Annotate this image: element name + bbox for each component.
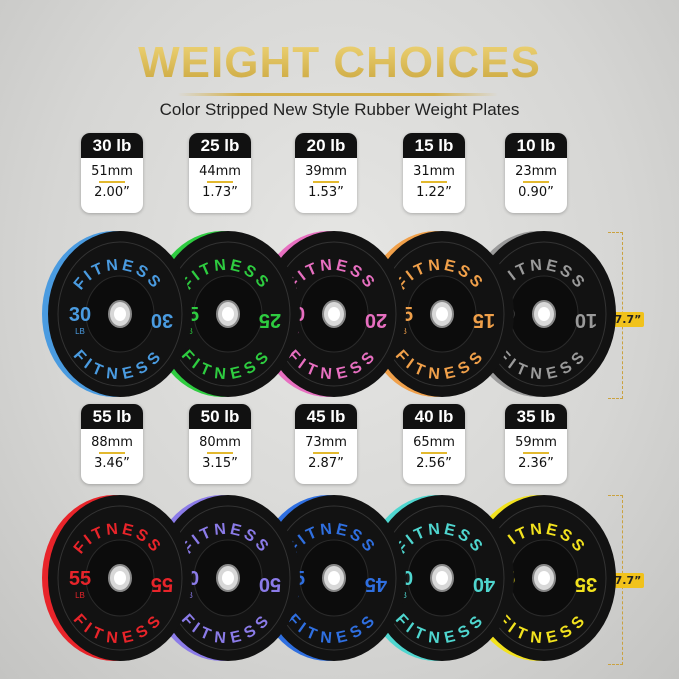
weight-badge: 45 lb 73mm 2.87” [295,404,357,484]
badge-divider [313,452,339,454]
plate-number-inverted: 50 [259,573,281,595]
badge-divider [421,181,447,183]
weight-label: 40 lb [403,404,465,429]
weight-badge: 25 lb 44mm 1.73” [189,133,251,213]
weight-label: 15 lb [403,133,465,158]
plate-number-inverted: 45 [365,573,387,595]
weight-label: 25 lb [189,133,251,158]
thickness-mm: 73mm [305,435,347,450]
weight-badge: 20 lb 39mm 1.53” [295,133,357,213]
thickness-inches: 2.56” [416,456,452,471]
plate-detail [328,307,340,321]
plate-detail [57,241,183,387]
badge-divider [99,181,125,183]
plate-unit: LB [75,591,85,600]
weight-badge: 50 lb 80mm 3.15” [189,404,251,484]
thickness-mm: 88mm [91,435,133,450]
badge-divider [207,181,233,183]
plate-number: 30 [69,304,91,326]
weight-plate: FITNESS FITNESS 30 LB 30 [36,226,196,401]
thickness-inches: 2.00” [94,185,130,200]
weight-badge: 30 lb 51mm 2.00” [81,133,143,213]
plate-detail [57,505,183,651]
plate-detail [538,571,550,585]
thickness-inches: 1.22” [416,185,452,200]
thickness-inches: 1.73” [202,185,238,200]
weight-plate: FITNESS FITNESS 55 LB 55 [36,490,196,665]
badge-divider [313,181,339,183]
page-title: WEIGHT CHOICES [0,38,679,88]
badge-divider [207,452,233,454]
thickness-inches: 2.87” [308,456,344,471]
thickness-inches: 2.36” [518,456,554,471]
weight-plate: FITNESS FITNESS 45 LB 45 [250,490,410,665]
thickness-mm: 59mm [515,435,557,450]
plate-number-inverted: 30 [151,309,173,331]
thickness-mm: 80mm [199,435,241,450]
plate-detail [436,307,448,321]
plate-number: 55 [69,568,91,590]
plate-unit: LB [75,327,85,336]
thickness-inches: 0.90” [518,185,554,200]
plate-detail [328,571,340,585]
plate-detail [222,571,234,585]
plate-number-inverted: 20 [365,309,387,331]
thickness-mm: 23mm [515,164,557,179]
plate-detail [222,307,234,321]
weight-label: 35 lb [505,404,567,429]
badge-divider [99,452,125,454]
weight-plate: FITNESS FITNESS 15 LB 15 [358,226,518,401]
plate-detail [436,571,448,585]
weight-label: 55 lb [81,404,143,429]
thickness-inches: 1.53” [308,185,344,200]
thickness-mm: 44mm [199,164,241,179]
plate-number-inverted: 55 [151,573,173,595]
weight-badge: 15 lb 31mm 1.22” [403,133,465,213]
thickness-mm: 65mm [413,435,455,450]
weight-plate: FITNESS FITNESS 25 LB 25 [144,226,304,401]
plate-number-inverted: 40 [473,573,495,595]
page-subtitle: Color Stripped New Style Rubber Weight P… [159,100,520,119]
thickness-inches: 3.15” [202,456,238,471]
weight-badge: 55 lb 88mm 3.46” [81,404,143,484]
thickness-mm: 31mm [413,164,455,179]
plate-detail [114,571,126,585]
plate-number-inverted: 25 [259,309,281,331]
weight-plate: FITNESS FITNESS 50 LB 50 [144,490,304,665]
badge-divider [421,452,447,454]
weight-label: 30 lb [81,133,143,158]
thickness-inches: 3.46” [94,456,130,471]
plate-number-inverted: 10 [575,309,597,331]
thickness-mm: 51mm [91,164,133,179]
weight-badge: 10 lb 23mm 0.90” [505,133,567,213]
plate-detail [538,307,550,321]
weight-plate: FITNESS FITNESS 20 LB 20 [250,226,410,401]
weight-badge: 35 lb 59mm 2.36” [505,404,567,484]
weight-label: 10 lb [505,133,567,158]
badge-divider [523,181,549,183]
plate-detail [114,307,126,321]
title-underline [178,93,498,96]
thickness-mm: 39mm [305,164,347,179]
weight-label: 50 lb [189,404,251,429]
weight-label: 20 lb [295,133,357,158]
weight-label: 45 lb [295,404,357,429]
weight-plate: FITNESS FITNESS 40 LB 40 [358,490,518,665]
weight-badge: 40 lb 65mm 2.56” [403,404,465,484]
plate-number-inverted: 35 [575,573,597,595]
plate-number-inverted: 15 [473,309,495,331]
badge-divider [523,452,549,454]
